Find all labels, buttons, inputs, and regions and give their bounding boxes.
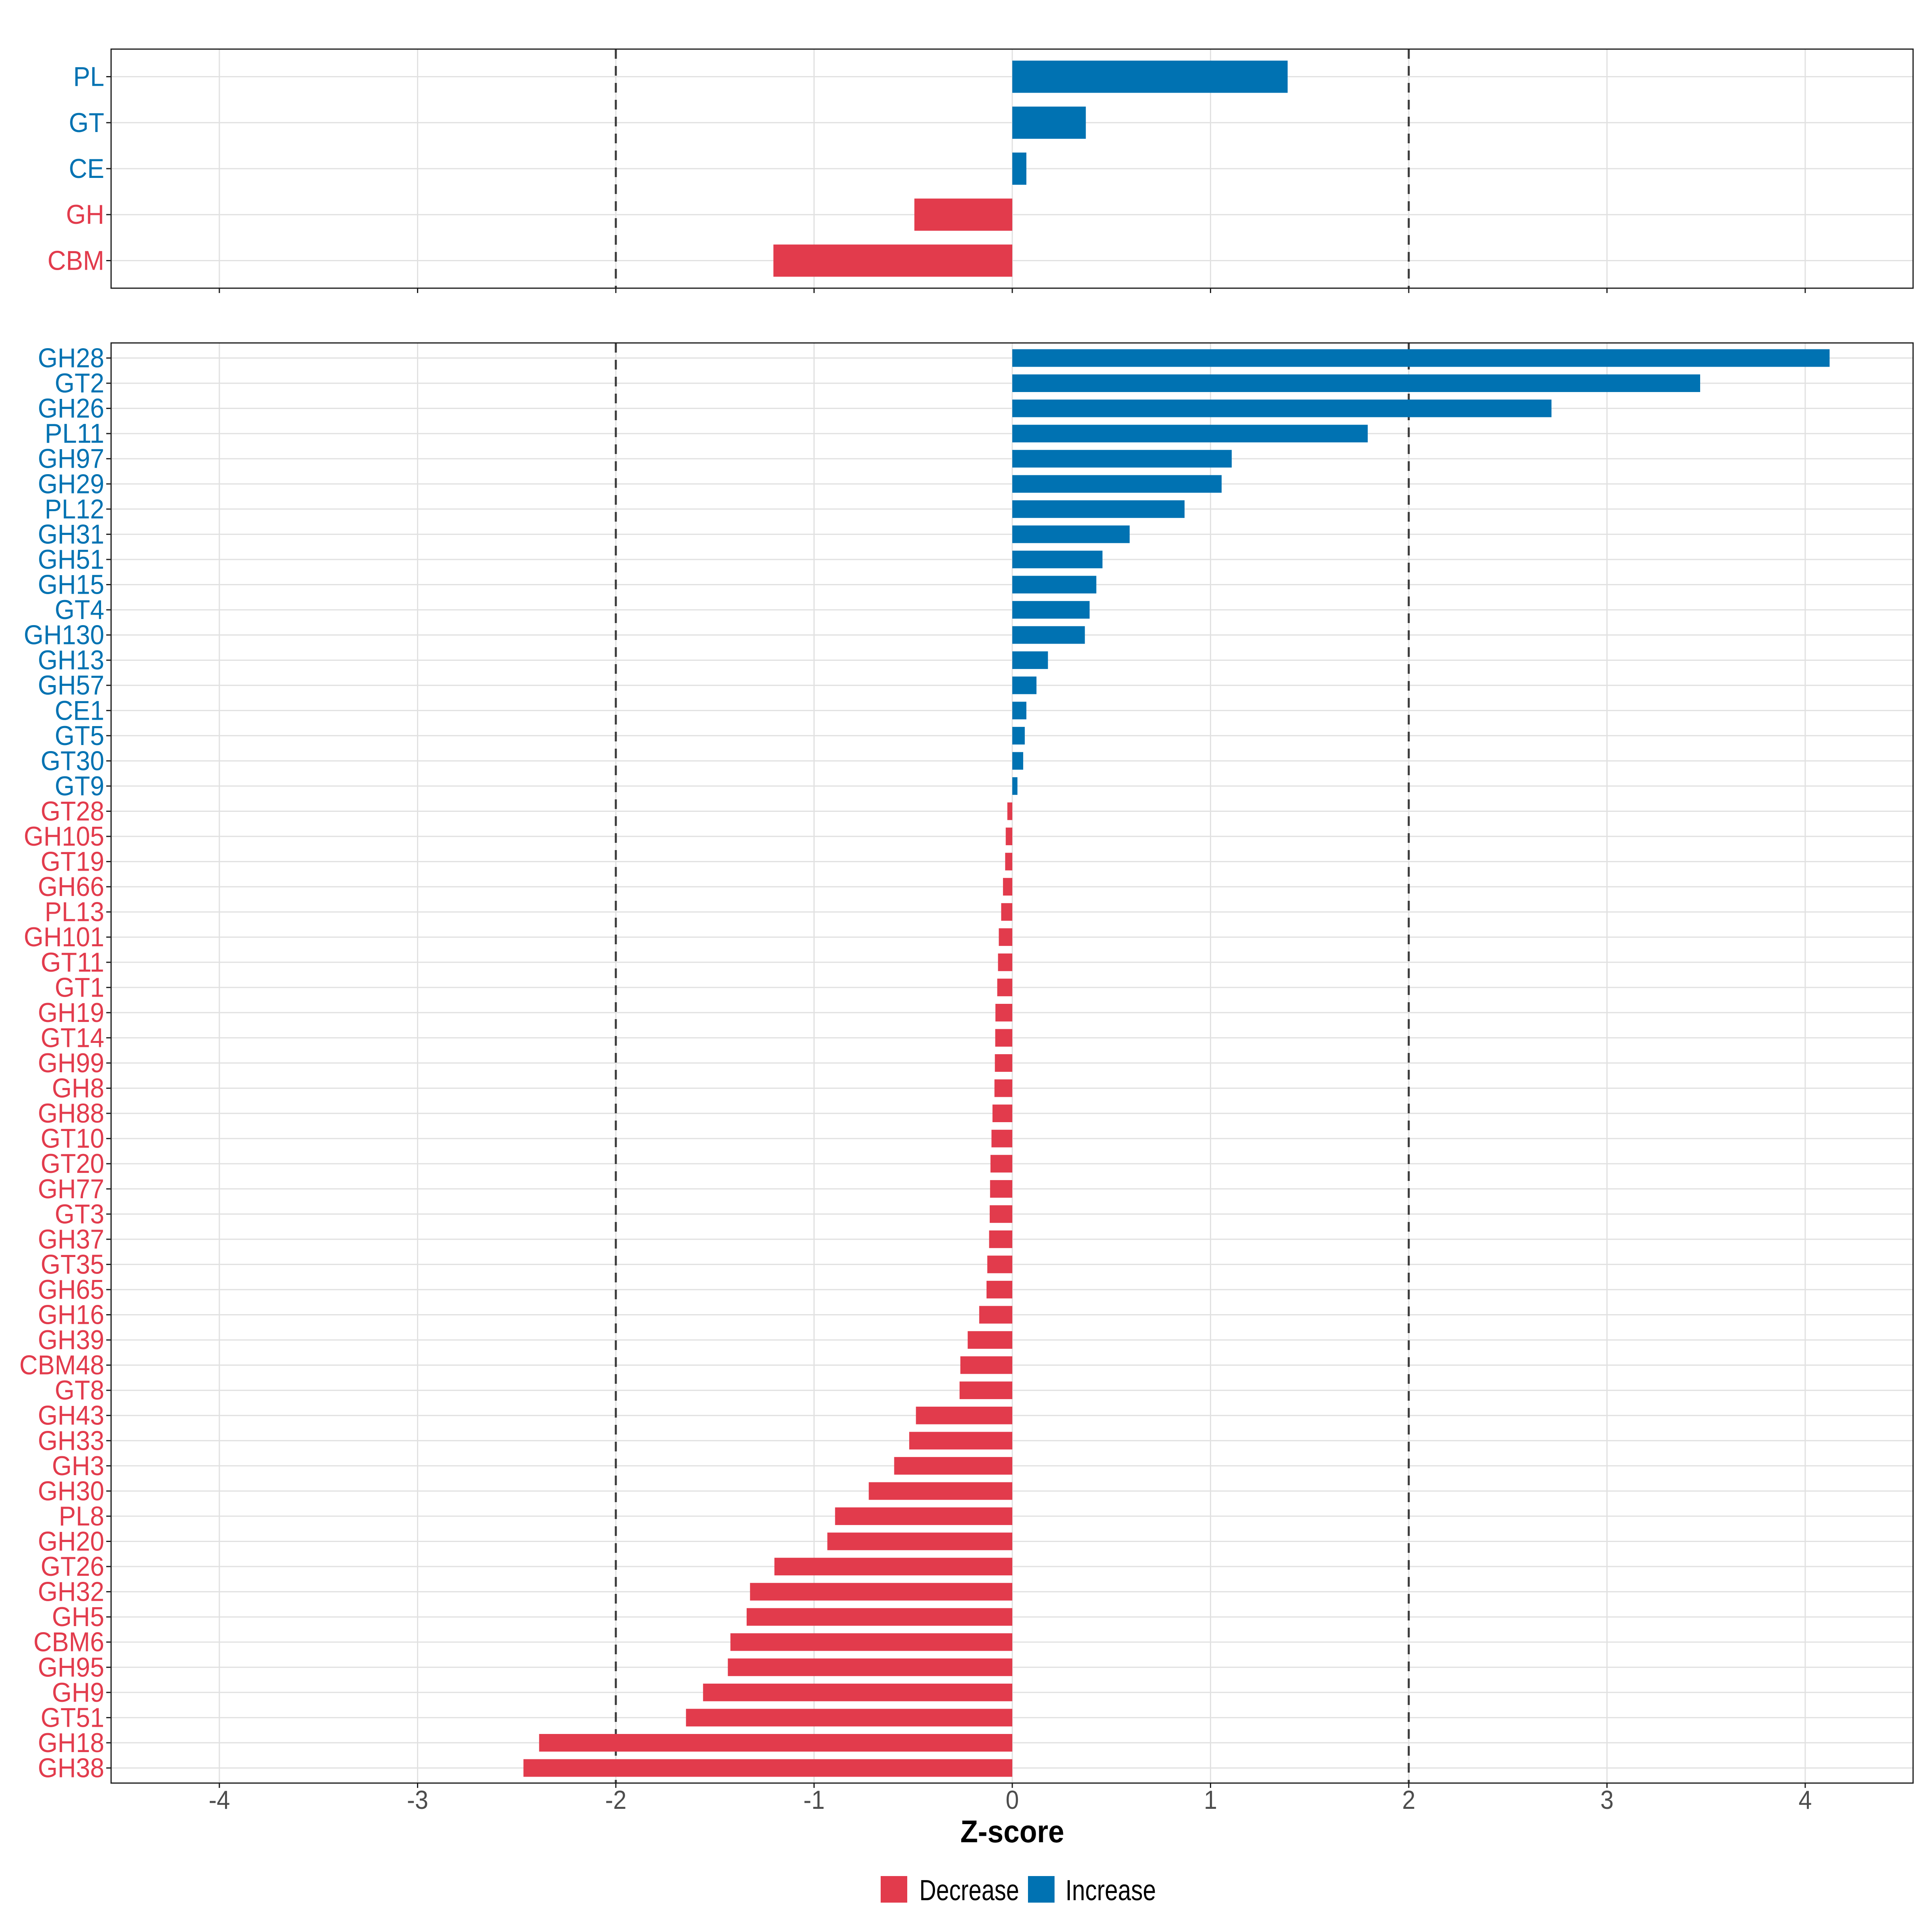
svg-text:PL13: PL13: [45, 897, 104, 927]
svg-text:GT35: GT35: [41, 1249, 104, 1280]
svg-text:GH37: GH37: [38, 1224, 104, 1255]
svg-text:PL: PL: [73, 62, 104, 92]
svg-text:GH15: GH15: [38, 570, 104, 600]
svg-text:GT8: GT8: [55, 1375, 104, 1406]
svg-text:-3: -3: [407, 1785, 428, 1814]
svg-text:GH9: GH9: [52, 1677, 104, 1708]
svg-text:Increase: Increase: [1065, 1874, 1156, 1907]
svg-text:GT26: GT26: [41, 1551, 104, 1582]
svg-text:GH16: GH16: [38, 1300, 104, 1330]
svg-text:GH38: GH38: [38, 1753, 104, 1783]
svg-text:GH57: GH57: [38, 670, 104, 701]
svg-text:0: 0: [1006, 1785, 1019, 1814]
svg-text:GH65: GH65: [38, 1274, 104, 1305]
svg-text:GT1: GT1: [55, 972, 104, 1003]
svg-text:3: 3: [1600, 1785, 1614, 1814]
svg-text:GH13: GH13: [38, 645, 104, 675]
svg-text:GT2: GT2: [55, 368, 104, 398]
svg-text:GH97: GH97: [38, 444, 104, 474]
svg-text:GH3: GH3: [52, 1451, 104, 1481]
svg-text:Decrease: Decrease: [919, 1874, 1019, 1907]
svg-text:1: 1: [1204, 1785, 1217, 1814]
svg-text:PL12: PL12: [45, 494, 104, 524]
svg-text:GH19: GH19: [38, 997, 104, 1028]
svg-text:GT51: GT51: [41, 1702, 104, 1733]
svg-text:GH28: GH28: [38, 343, 104, 374]
svg-text:GH77: GH77: [38, 1174, 104, 1204]
svg-text:GT28: GT28: [41, 796, 104, 827]
svg-text:GH32: GH32: [38, 1577, 104, 1607]
svg-text:PL11: PL11: [45, 418, 104, 449]
svg-text:CE: CE: [69, 153, 104, 184]
svg-text:GT10: GT10: [41, 1123, 104, 1154]
svg-text:GH31: GH31: [38, 519, 104, 549]
svg-text:GH29: GH29: [38, 469, 104, 499]
svg-text:GT20: GT20: [41, 1148, 104, 1179]
svg-text:GH95: GH95: [38, 1652, 104, 1682]
svg-text:-4: -4: [209, 1785, 230, 1814]
svg-text:GH8: GH8: [52, 1073, 104, 1104]
svg-text:GT: GT: [69, 107, 104, 138]
svg-text:GT30: GT30: [41, 745, 104, 776]
svg-text:GH26: GH26: [38, 393, 104, 424]
svg-text:GH51: GH51: [38, 544, 104, 575]
svg-text:GH43: GH43: [38, 1400, 104, 1431]
svg-text:CBM: CBM: [47, 246, 104, 276]
svg-text:GT4: GT4: [55, 594, 104, 625]
svg-text:GT14: GT14: [41, 1022, 104, 1053]
svg-text:GH20: GH20: [38, 1526, 104, 1557]
svg-text:GT3: GT3: [55, 1199, 104, 1229]
svg-text:-1: -1: [803, 1785, 825, 1814]
svg-text:-2: -2: [605, 1785, 627, 1814]
svg-text:CBM48: CBM48: [19, 1350, 104, 1381]
svg-text:GH5: GH5: [52, 1602, 104, 1632]
svg-text:GH33: GH33: [38, 1425, 104, 1456]
svg-text:Z-score: Z-score: [960, 1814, 1064, 1849]
svg-text:GH39: GH39: [38, 1325, 104, 1355]
svg-text:CE1: CE1: [55, 695, 104, 726]
svg-text:GH130: GH130: [24, 620, 104, 650]
svg-text:4: 4: [1799, 1785, 1812, 1814]
svg-text:GH99: GH99: [38, 1048, 104, 1078]
svg-text:GT11: GT11: [41, 947, 104, 978]
svg-text:GH: GH: [66, 199, 104, 230]
svg-text:GH18: GH18: [38, 1728, 104, 1758]
svg-text:GH66: GH66: [38, 871, 104, 902]
svg-text:CBM6: CBM6: [33, 1627, 104, 1657]
svg-text:GT19: GT19: [41, 846, 104, 877]
svg-text:2: 2: [1402, 1785, 1416, 1814]
svg-text:GT5: GT5: [55, 720, 104, 751]
svg-text:GH30: GH30: [38, 1476, 104, 1506]
svg-text:PL8: PL8: [59, 1501, 104, 1532]
svg-text:GT9: GT9: [55, 771, 104, 801]
svg-text:GH101: GH101: [24, 922, 104, 952]
svg-text:GH105: GH105: [24, 821, 104, 852]
svg-text:GH88: GH88: [38, 1098, 104, 1129]
